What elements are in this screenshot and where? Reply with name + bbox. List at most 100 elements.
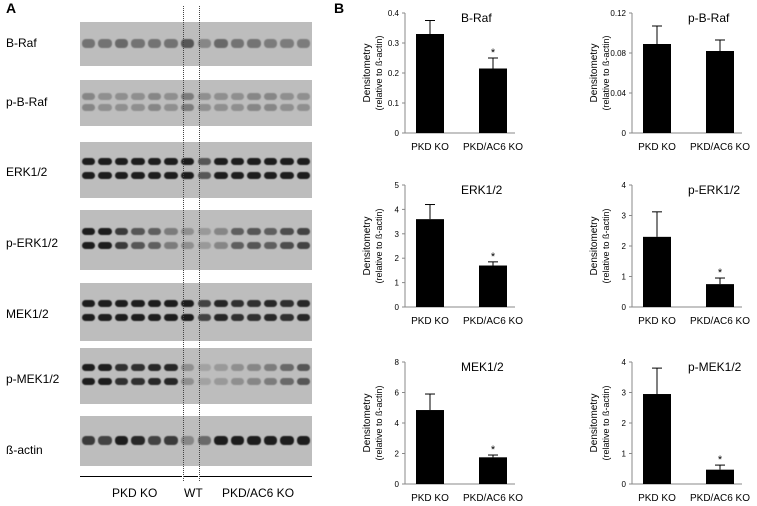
wt-lane-right-border xyxy=(199,6,200,481)
blot-band xyxy=(214,377,228,385)
blot-band xyxy=(98,364,112,372)
y-tick-label: 0.08 xyxy=(610,49,626,58)
blot-label: B-Raf xyxy=(6,36,37,50)
group-underline xyxy=(200,476,312,477)
y-tick-label: 2 xyxy=(622,242,627,251)
y-tick-label: 3 xyxy=(622,212,627,221)
blot-band xyxy=(180,242,195,249)
bar xyxy=(479,68,507,133)
blot-band xyxy=(280,436,294,445)
y-tick-label: 0 xyxy=(622,129,627,138)
x-category-label: PKD/AC6 KO xyxy=(463,316,523,327)
blot-label: ERK1/2 xyxy=(6,165,48,179)
blot-band xyxy=(131,103,145,111)
blot-band xyxy=(263,103,278,111)
chart-title: MEK1/2 xyxy=(461,360,504,374)
y-tick-label: 4 xyxy=(622,181,627,190)
blot-band xyxy=(263,171,278,179)
blot-band xyxy=(81,171,96,179)
blot-band xyxy=(247,242,261,249)
bar xyxy=(643,236,671,307)
blot-band xyxy=(81,377,96,385)
blot-band xyxy=(147,299,162,307)
blot-band xyxy=(230,103,245,111)
blot-band xyxy=(247,299,261,307)
blot-band xyxy=(164,92,178,100)
blot-band xyxy=(230,158,245,166)
blot-band xyxy=(280,92,294,100)
blot-band xyxy=(81,158,96,166)
significance-marker: * xyxy=(718,267,723,279)
y-axis-label: Densitometry xyxy=(362,217,373,276)
blot-band xyxy=(164,364,178,372)
group-label-pkd-ko: PKD KO xyxy=(112,486,158,500)
blot-band xyxy=(114,364,129,372)
bar xyxy=(416,219,444,307)
blot-band xyxy=(131,436,145,445)
blot-label: p-MEK1/2 xyxy=(6,372,60,386)
y-tick-label: 4 xyxy=(395,419,400,428)
blot-band xyxy=(114,227,129,235)
blot-band xyxy=(147,364,162,372)
group-label-wt: WT xyxy=(184,486,203,500)
significance-marker: * xyxy=(718,454,723,466)
blot-band xyxy=(131,364,145,372)
blot-band xyxy=(197,364,212,372)
y-axis-label: Densitometry xyxy=(362,44,373,103)
y-tick-label: 1 xyxy=(395,279,400,288)
chart-title: p-MEK1/2 xyxy=(688,360,742,374)
blot-band xyxy=(230,92,245,100)
blot-band xyxy=(180,436,195,445)
blot-band xyxy=(98,313,112,321)
panel-a-label: A xyxy=(6,0,17,16)
blot-label: MEK1/2 xyxy=(6,307,49,321)
blot-band xyxy=(131,227,145,235)
blot-band xyxy=(98,227,112,235)
blot-band xyxy=(114,299,129,307)
blot-label: ß-actin xyxy=(6,443,43,457)
blot-band xyxy=(230,227,245,235)
y-tick-label: 0 xyxy=(395,480,400,489)
blot-band xyxy=(164,299,178,307)
blot-strip xyxy=(80,210,312,270)
blot-band xyxy=(214,242,228,249)
y-tick-label: 0.3 xyxy=(388,39,400,48)
blot-band xyxy=(247,377,261,385)
blot-band xyxy=(214,171,228,179)
y-axis-label-sub: (relative to ß-actin) xyxy=(374,385,384,460)
y-tick-label: 0.4 xyxy=(388,9,400,18)
y-tick-label: 5 xyxy=(395,181,400,190)
blot-band xyxy=(81,364,96,372)
blot-band xyxy=(180,299,195,307)
blot-band xyxy=(164,227,178,235)
significance-marker: * xyxy=(491,444,496,456)
y-tick-label: 0.12 xyxy=(610,9,626,18)
y-tick-label: 1 xyxy=(622,273,627,282)
x-category-label: PKD KO xyxy=(411,316,449,327)
blot-band xyxy=(147,377,162,385)
blot-band xyxy=(114,377,129,385)
y-tick-label: 3 xyxy=(622,389,627,398)
blot-band xyxy=(214,364,228,372)
blot-band xyxy=(280,313,294,321)
blot-band xyxy=(81,436,96,445)
y-axis-label-sub: (relative to ß-actin) xyxy=(601,385,611,460)
blot-band xyxy=(197,242,212,249)
blot-band xyxy=(147,227,162,235)
y-tick-label: 0 xyxy=(395,129,400,138)
blot-band xyxy=(280,242,294,249)
blot-band xyxy=(263,158,278,166)
blot-band xyxy=(147,103,162,111)
y-tick-label: 0.2 xyxy=(388,69,400,78)
blot-band xyxy=(280,227,294,235)
blot-band xyxy=(98,92,112,100)
y-axis-label-sub: (relative to ß-actin) xyxy=(374,35,384,110)
blot-band xyxy=(197,313,212,321)
blot-band xyxy=(197,436,212,445)
blot-band xyxy=(230,171,245,179)
bar xyxy=(643,44,671,133)
x-category-label: PKD KO xyxy=(638,316,676,327)
y-axis-label-sub: (relative to ß-actin) xyxy=(374,208,384,283)
blot-band xyxy=(197,103,212,111)
blot-strip xyxy=(80,142,312,198)
